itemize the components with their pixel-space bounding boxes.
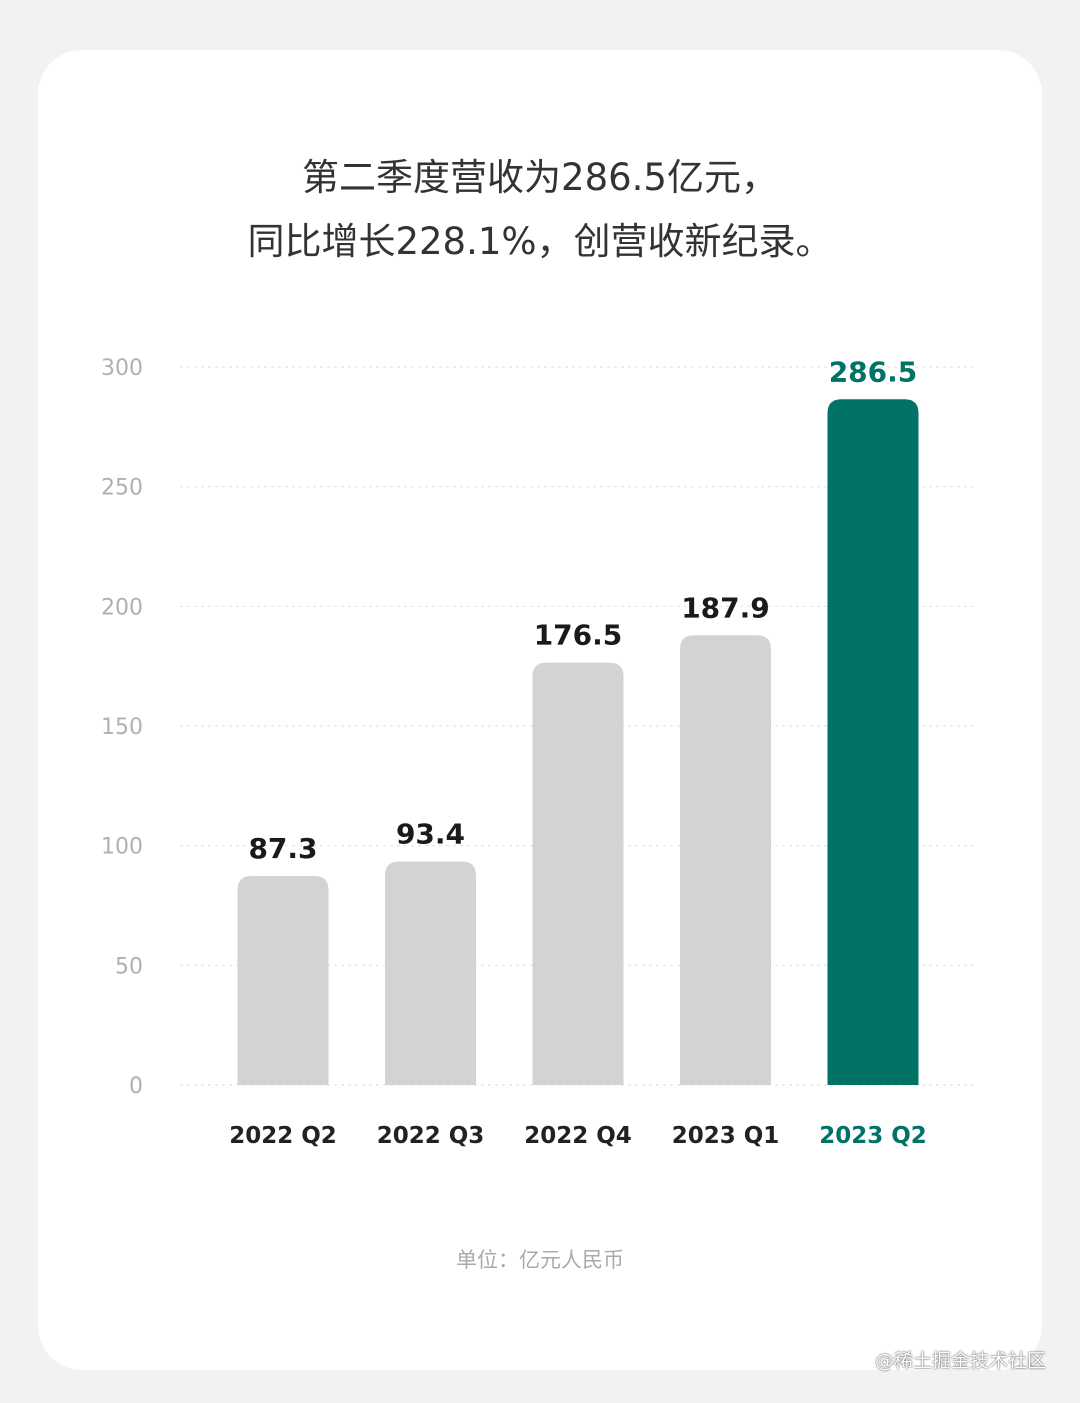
bar-value-label: 87.3	[248, 832, 317, 865]
bar-value-label: 187.9	[681, 591, 770, 624]
y-tick-label: 250	[101, 476, 143, 501]
y-tick-label: 300	[101, 356, 143, 381]
bar	[237, 876, 329, 1085]
bar	[532, 662, 624, 1085]
y-tick-label: 100	[101, 835, 143, 860]
y-tick-label: 50	[115, 954, 143, 979]
title-line-1: 第二季度营收为286.5亿元，	[302, 156, 778, 199]
bar	[680, 635, 771, 1085]
unit-note: 单位：亿元人民币	[456, 1248, 624, 1272]
y-tick-label: 200	[101, 595, 143, 620]
chart-title: 第二季度营收为286.5亿元， 同比增长228.1%，创营收新纪录。	[0, 146, 1080, 274]
bars	[237, 399, 919, 1085]
bar	[385, 861, 476, 1085]
y-axis-ticks: 0 50 100 150 200 250 300	[101, 356, 143, 1099]
bar-value-label: 93.4	[396, 817, 465, 850]
x-category-label: 2022 Q4	[524, 1123, 632, 1149]
x-category-label: 2022 Q2	[229, 1123, 337, 1149]
x-category-label: 2022 Q3	[377, 1123, 485, 1149]
bar-value-label: 286.5	[829, 355, 918, 388]
bar-value-label: 176.5	[534, 619, 623, 652]
bar	[827, 399, 919, 1085]
watermark: @稀土掘金技术社区	[874, 1350, 1046, 1372]
value-labels: 87.3 93.4 176.5 187.9 286.5	[248, 355, 917, 865]
title-line-2: 同比增长228.1%，创营收新纪录。	[247, 220, 833, 263]
x-category-label: 2023 Q2	[819, 1123, 927, 1149]
y-tick-label: 0	[129, 1074, 143, 1099]
x-category-label: 2023 Q1	[672, 1123, 780, 1149]
y-tick-label: 150	[101, 715, 143, 740]
x-axis-labels: 2022 Q2 2022 Q3 2022 Q4 2023 Q1 2023 Q2	[229, 1123, 927, 1149]
